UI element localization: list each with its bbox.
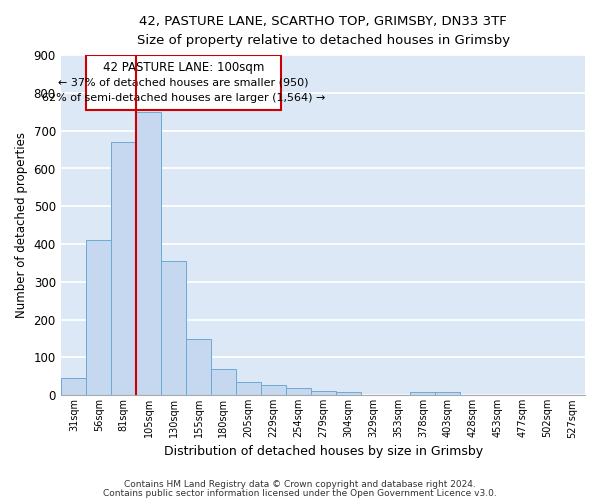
- Bar: [211, 369, 236, 396]
- Bar: [186, 340, 211, 396]
- Bar: [436, 392, 460, 396]
- Bar: [86, 240, 111, 396]
- FancyBboxPatch shape: [86, 55, 281, 110]
- Text: ← 37% of detached houses are smaller (950): ← 37% of detached houses are smaller (95…: [58, 78, 309, 88]
- Text: Contains HM Land Registry data © Crown copyright and database right 2024.: Contains HM Land Registry data © Crown c…: [124, 480, 476, 489]
- X-axis label: Distribution of detached houses by size in Grimsby: Distribution of detached houses by size …: [164, 444, 483, 458]
- Bar: [286, 388, 311, 396]
- Y-axis label: Number of detached properties: Number of detached properties: [15, 132, 28, 318]
- Text: 42 PASTURE LANE: 100sqm: 42 PASTURE LANE: 100sqm: [103, 60, 264, 74]
- Bar: [335, 392, 361, 396]
- Bar: [410, 392, 436, 396]
- Bar: [161, 261, 186, 396]
- Bar: [261, 385, 286, 396]
- Bar: [136, 112, 161, 396]
- Bar: [61, 378, 86, 396]
- Bar: [111, 142, 136, 396]
- Title: 42, PASTURE LANE, SCARTHO TOP, GRIMSBY, DN33 3TF
Size of property relative to de: 42, PASTURE LANE, SCARTHO TOP, GRIMSBY, …: [137, 15, 510, 47]
- Text: 62% of semi-detached houses are larger (1,564) →: 62% of semi-detached houses are larger (…: [42, 93, 325, 103]
- Bar: [236, 382, 261, 396]
- Text: Contains public sector information licensed under the Open Government Licence v3: Contains public sector information licen…: [103, 490, 497, 498]
- Bar: [311, 392, 335, 396]
